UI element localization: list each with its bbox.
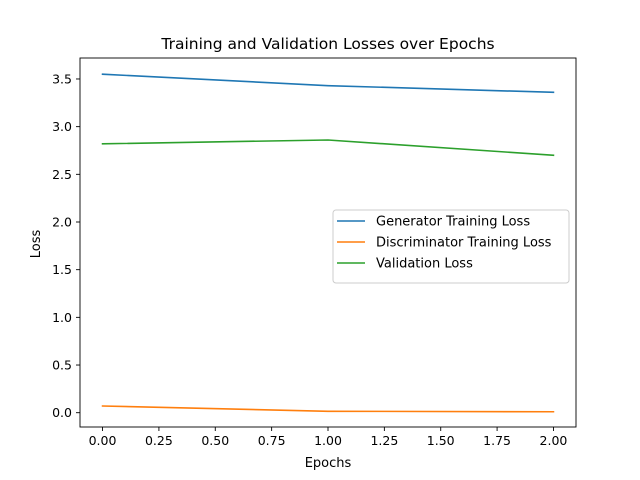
legend-box — [332, 209, 570, 284]
x-tick-label: 0.75 — [258, 433, 286, 448]
series-line-discriminator-training-loss — [101, 405, 555, 413]
legend-label: Validation Loss — [376, 257, 473, 272]
x-tick-label: 1.25 — [370, 433, 398, 448]
y-tick-label: 2.0 — [52, 215, 72, 230]
y-tick-label: 1.5 — [52, 262, 72, 277]
y-tick-label: 3.5 — [52, 71, 72, 86]
y-tick-label: 2.5 — [52, 167, 72, 182]
y-axis: 0.0 0.5 1.0 1.5 2.0 2.5 3.0 3.5 — [52, 71, 80, 420]
y-tick-label: 1.0 — [52, 310, 72, 325]
x-tick-label: 2.00 — [540, 433, 568, 448]
legend-label: Generator Training Loss — [376, 215, 530, 230]
series-lines — [101, 73, 555, 413]
legend: Generator Training Loss Discriminator Tra… — [332, 209, 570, 284]
x-tick-label: 1.50 — [427, 433, 455, 448]
x-tick-label: 0.25 — [145, 433, 173, 448]
x-tick-label: 0.00 — [89, 433, 117, 448]
y-tick-label: 3.0 — [52, 119, 72, 134]
series-line-validation-loss — [101, 139, 555, 157]
x-tick-label: 1.00 — [314, 433, 342, 448]
y-tick-label: 0.0 — [52, 405, 72, 420]
legend-label: Discriminator Training Loss — [376, 236, 552, 251]
series-line-generator-training-loss — [101, 73, 555, 94]
x-tick-label: 1.75 — [483, 433, 511, 448]
y-axis-title: Loss — [29, 230, 44, 259]
x-axis-title: Epochs — [305, 456, 352, 471]
x-axis: 0.00 0.25 0.50 0.75 1.00 1.25 1.50 1.75 2.00 — [89, 427, 568, 448]
x-tick-label: 0.50 — [201, 433, 229, 448]
chart-title: Training and Validation Losses over Epoc… — [160, 35, 494, 53]
y-tick-label: 0.5 — [52, 358, 72, 373]
